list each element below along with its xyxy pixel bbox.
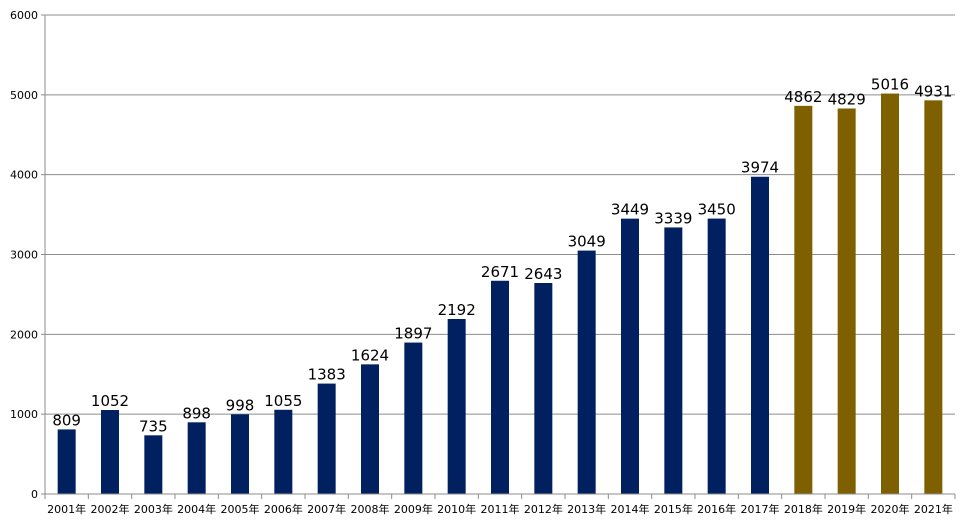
- data-label: 3974: [741, 159, 779, 177]
- data-label: 5016: [871, 76, 909, 94]
- bar: [794, 105, 813, 494]
- bar: [664, 227, 683, 494]
- x-tick-label: 2014年: [611, 502, 650, 516]
- x-tick-label: 2017年: [741, 502, 780, 516]
- data-label: 998: [226, 396, 255, 414]
- bar: [621, 218, 639, 494]
- bar: [447, 319, 466, 494]
- y-tick-label: 3000: [10, 249, 38, 262]
- data-label: 3049: [568, 233, 606, 251]
- x-tick-label: 2011年: [481, 502, 520, 516]
- y-tick-label: 2000: [10, 328, 38, 341]
- x-tick-label: 2005年: [221, 502, 260, 516]
- data-label: 2671: [481, 263, 519, 281]
- data-label: 3450: [698, 201, 736, 219]
- bar: [577, 250, 596, 494]
- x-tick-label: 2002年: [91, 502, 130, 516]
- y-tick-label: 1000: [10, 408, 38, 421]
- bar: [57, 429, 76, 494]
- x-tick-label: 2010年: [437, 502, 476, 516]
- x-tick-label: 2012年: [524, 502, 563, 516]
- data-label: 2192: [438, 301, 476, 319]
- data-label: 1624: [351, 346, 389, 364]
- x-tick-label: 2015年: [654, 502, 693, 516]
- x-tick-label: 2016年: [697, 502, 736, 516]
- data-label: 4862: [784, 88, 822, 106]
- bar: [881, 93, 899, 494]
- bar: [924, 100, 943, 495]
- data-label: 2643: [524, 265, 562, 283]
- data-label: 898: [182, 404, 211, 422]
- x-tick-label: 2019年: [827, 502, 866, 516]
- bar: [404, 342, 423, 494]
- data-label: 3339: [654, 209, 692, 227]
- data-labels: 809 1052 735 898 998 1055 1383 1624 1897 2192 2671…: [52, 76, 952, 436]
- data-label: 735: [139, 417, 168, 435]
- x-tick-label: 2004年: [177, 502, 216, 516]
- data-label: 1052: [91, 392, 129, 410]
- x-tick-label: 2003年: [134, 502, 173, 516]
- data-label: 809: [52, 411, 81, 429]
- y-tick-label: 6000: [10, 9, 38, 22]
- bar: [101, 410, 119, 494]
- x-tick-label: 2006年: [264, 502, 303, 516]
- bar: [274, 409, 293, 494]
- bars: [57, 93, 943, 495]
- bar: [491, 280, 509, 494]
- bar: [837, 108, 856, 494]
- x-tick-label: 2013年: [567, 502, 606, 516]
- y-axis-ticks: 0 1000 2000 3000 4000 5000 6000: [10, 9, 45, 501]
- data-label: 1383: [308, 366, 346, 384]
- bar: [144, 435, 163, 494]
- data-label: 4829: [828, 90, 866, 108]
- bar: [317, 383, 336, 494]
- x-tick-label: 2021年: [914, 502, 953, 516]
- data-label: 4931: [914, 82, 952, 100]
- x-tick-label: 2020年: [871, 502, 910, 516]
- x-tick-label: 2009年: [394, 502, 433, 516]
- data-label: 1897: [394, 325, 432, 343]
- bar: [707, 218, 726, 494]
- bar: [361, 364, 379, 494]
- bar: [231, 414, 249, 494]
- bar: [187, 422, 206, 494]
- x-tick-label: 2008年: [351, 502, 390, 516]
- y-tick-label: 4000: [10, 169, 38, 182]
- x-tick-label: 2018年: [784, 502, 823, 516]
- x-tick-label: 2001年: [47, 502, 86, 516]
- data-label: 3449: [611, 201, 649, 219]
- y-tick-label: 5000: [10, 89, 38, 102]
- bar: [751, 176, 769, 494]
- data-label: 1055: [264, 392, 302, 410]
- x-tick-label: 2007年: [307, 502, 346, 516]
- y-tick-label: 0: [31, 488, 38, 501]
- x-axis-ticks: 2001年 2002年 2003年 2004年 2005年 2006年 2007年 2008年…: [44, 494, 956, 516]
- bar: [534, 283, 553, 494]
- axes: [44, 15, 955, 495]
